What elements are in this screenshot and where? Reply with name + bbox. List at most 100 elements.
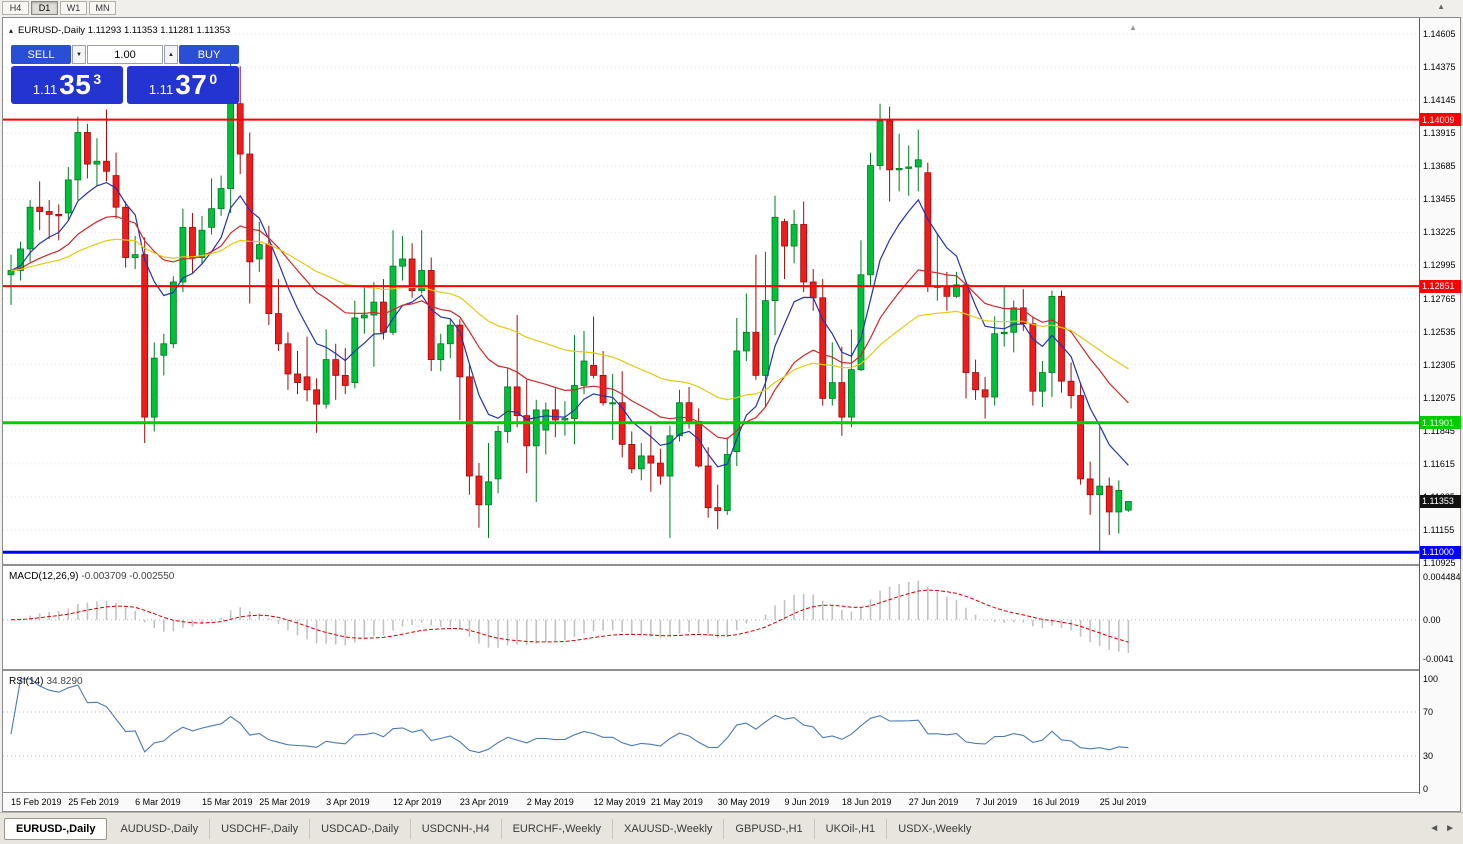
price-level-badge: 1.11000 <box>1420 545 1461 559</box>
rsi-tick: 30 <box>1423 751 1434 761</box>
buy-price-box[interactable]: 1.11 37 0 <box>127 66 239 104</box>
timeframe-button-group: H4 D1 W1 MN <box>0 0 1463 15</box>
rsi-indicator-pane: RSI(14) 34.8290 <box>3 673 1460 793</box>
macd-signal-line <box>10 589 1129 643</box>
tab-scroll-right-icon[interactable]: ► <box>1445 823 1455 834</box>
date-label: 25 Feb 2019 <box>68 797 119 807</box>
sell-button[interactable]: SELL <box>11 45 71 64</box>
chart-tab-xauusd-weekly[interactable]: XAUUSD-,Weekly <box>613 818 725 839</box>
price-tick: 1.12995 <box>1423 260 1456 271</box>
rsi-name: RSI(14) <box>9 676 44 687</box>
macd-label: MACD(12,26,9) -0.003709 -0.002550 <box>9 571 174 582</box>
date-label: 21 May 2019 <box>650 797 703 807</box>
date-label: 23 Apr 2019 <box>459 797 509 807</box>
one-click-panel-toggle-icon[interactable]: ▴ <box>9 26 14 35</box>
chart-tab-audusd-daily[interactable]: AUDUSD-,Daily <box>109 818 211 839</box>
sell-price-pips: 35 <box>59 69 92 100</box>
macd-tick: -0.0041 <box>1423 654 1454 664</box>
macd-chart <box>3 580 1419 653</box>
timeframe-toolbar: H4 D1 W1 MN ▲ <box>0 0 1463 17</box>
price-tick: 1.11615 <box>1423 458 1455 469</box>
tab-scroll-left-icon[interactable]: ◄ <box>1429 823 1440 834</box>
price-tick: 1.12075 <box>1423 392 1456 403</box>
ma-45 <box>10 238 1129 401</box>
price-tick: 1.13455 <box>1423 194 1456 205</box>
chart-tab-eurusd-daily[interactable]: EURUSD-,Daily <box>4 817 108 840</box>
chart-ohlc-header: ▴ EURUSD-,Daily 1.11293 1.11353 1.11281 … <box>9 25 230 36</box>
timeframe-button-w1[interactable]: W1 <box>60 1 87 15</box>
chart-tab-usdchf-daily[interactable]: USDCHF-,Daily <box>210 818 311 839</box>
date-label: 2 May 2019 <box>526 797 574 807</box>
buy-price-point: 0 <box>209 70 218 87</box>
date-label: 7 Jul 2019 <box>975 797 1018 807</box>
chart-shift-marker-icon[interactable]: ▲ <box>1129 23 1137 32</box>
price-axis: 1.14605 1.14375 1.14145 1.13915 1.13685 1.134… <box>1419 18 1461 794</box>
volume-increase-icon[interactable]: ▲ <box>164 45 178 64</box>
price-tick: 1.13685 <box>1423 161 1456 172</box>
sell-price-point: 3 <box>93 70 102 87</box>
chart-tab-usdx-weekly[interactable]: USDX-,Weekly <box>898 822 972 835</box>
date-label: 25 Jul 2019 <box>1099 797 1147 807</box>
candles <box>7 51 1132 551</box>
tab-scroll-arrows: ◄ ► <box>1429 823 1455 834</box>
date-label: 15 Feb 2019 <box>11 797 62 807</box>
volume-input[interactable]: 1.00 <box>87 45 163 64</box>
date-label: 12 May 2019 <box>593 797 646 807</box>
chart-tab-usdcnh-h4[interactable]: USDCNH-,H4 <box>411 818 502 839</box>
chart-tab-usdcad-daily[interactable]: USDCAD-,Daily <box>310 818 411 839</box>
date-label: 6 Mar 2019 <box>135 797 181 807</box>
price-tick: 1.13225 <box>1423 227 1456 238</box>
current-price-badge: 1.11353 <box>1420 494 1461 508</box>
rsi-chart <box>3 678 1419 757</box>
price-level-badge: 1.14009 <box>1420 113 1461 127</box>
rsi-value: 34.8290 <box>46 676 83 687</box>
sell-price-main: 1.11 <box>32 82 58 97</box>
chart-tab-ukoil-h1[interactable]: UKOil-,H1 <box>815 818 888 839</box>
price-tick: 1.14145 <box>1423 95 1456 106</box>
one-click-trading-panel: SELL ▼ 1.00 ▲ BUY 1.11 35 3 1.11 37 0 <box>11 45 239 104</box>
macd-tick: 0.00 <box>1423 614 1441 625</box>
buy-price-pips: 37 <box>175 69 208 100</box>
price-tick: 1.14605 <box>1423 29 1456 39</box>
date-label: 3 Apr 2019 <box>326 797 370 807</box>
chart-tab-gbpusd-h1[interactable]: GBPUSD-,H1 <box>724 818 815 839</box>
buy-price-main: 1.11 <box>148 82 174 97</box>
sell-price-box[interactable]: 1.11 35 3 <box>11 66 123 104</box>
chart-tab-list: EURUSD-,Daily AUDUSD-,Daily USDCHF-,Daily U… <box>4 817 982 841</box>
price-tick: 1.12765 <box>1423 293 1456 304</box>
candlestick-chart <box>3 33 1419 564</box>
chart-tab-eurchf-weekly[interactable]: EURCHF-,Weekly <box>502 818 613 839</box>
chart-title: EURUSD-,Daily 1.11293 1.11353 1.11281 1.… <box>18 25 231 36</box>
price-tick: 1.14375 <box>1423 62 1456 73</box>
macd-values: -0.003709 -0.002550 <box>81 571 175 582</box>
price-tick: 1.11155 <box>1423 524 1455 535</box>
date-label: 18 Jun 2019 <box>841 797 892 807</box>
chart-window: ▴ EURUSD-,Daily 1.11293 1.11353 1.11281 … <box>2 17 1461 812</box>
price-tick: 1.11845 <box>1423 425 1455 436</box>
date-label: 27 Jun 2019 <box>908 797 959 807</box>
date-label: 12 Apr 2019 <box>393 797 442 807</box>
volume-decrease-icon[interactable]: ▼ <box>72 45 86 64</box>
macd-tick: 0.004484 <box>1423 572 1461 582</box>
price-chart-pane: ▴ EURUSD-,Daily 1.11293 1.11353 1.11281 … <box>3 18 1460 566</box>
price-tick: 1.12305 <box>1423 359 1456 370</box>
macd-indicator-pane: MACD(12,26,9) -0.003709 -0.002550 <box>3 568 1460 671</box>
price-tick: 1.13915 <box>1423 128 1456 139</box>
buy-button[interactable]: BUY <box>179 45 239 64</box>
rsi-tick: 0 <box>1423 784 1429 794</box>
ma-8 <box>10 181 1129 468</box>
rsi-label: RSI(14) 34.8290 <box>9 676 83 687</box>
date-label: 25 Mar 2019 <box>259 797 310 807</box>
rsi-tick: 100 <box>1423 674 1439 684</box>
timeframe-button-h4[interactable]: H4 <box>2 1 29 15</box>
rsi-line <box>10 678 1129 754</box>
scroll-up-icon[interactable]: ▲ <box>1437 2 1445 11</box>
date-label: 9 Jun 2019 <box>784 797 830 807</box>
date-label: 15 Mar 2019 <box>202 797 253 807</box>
rsi-tick: 70 <box>1423 707 1434 717</box>
timeframe-button-d1[interactable]: D1 <box>31 1 58 15</box>
timeframe-button-mn[interactable]: MN <box>89 1 116 15</box>
price-level-badge: 1.12851 <box>1420 279 1461 293</box>
ma-21 <box>10 215 1129 440</box>
price-tick: 1.10925 <box>1423 558 1456 568</box>
